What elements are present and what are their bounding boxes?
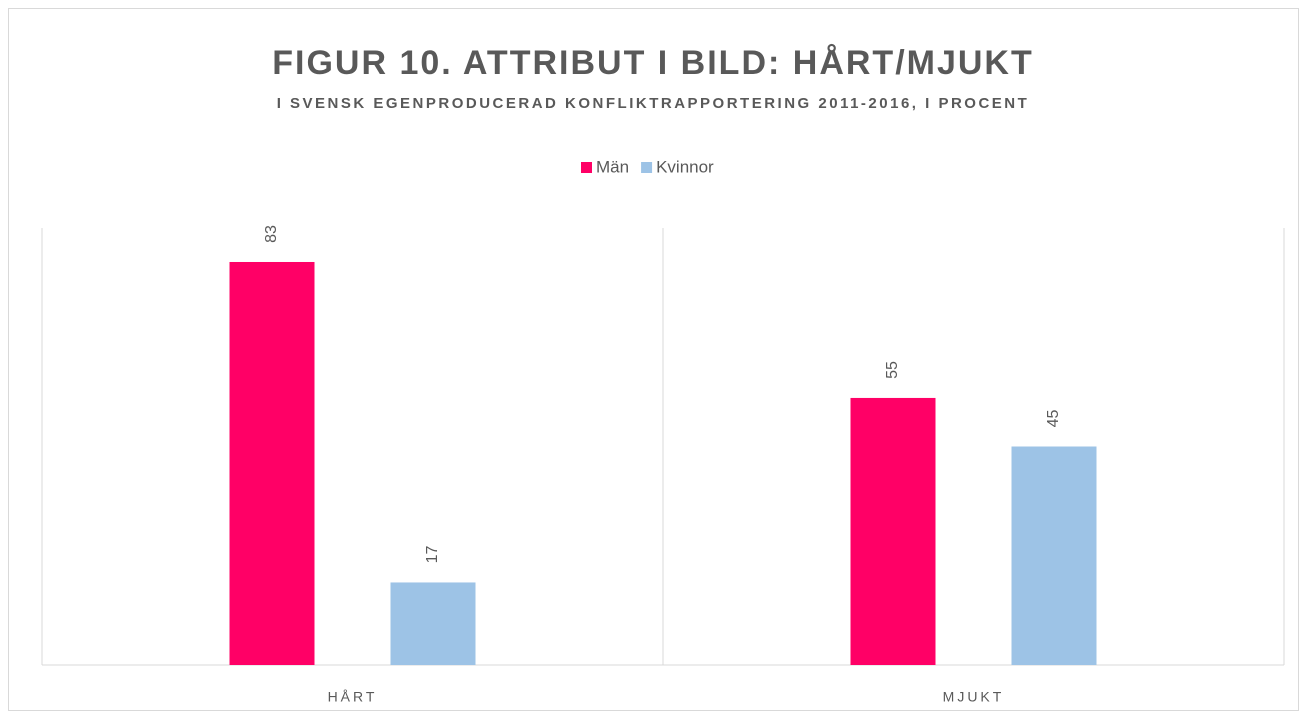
data-label: 45 <box>1045 410 1062 428</box>
data-label: 17 <box>424 545 441 563</box>
bar <box>390 582 476 665</box>
x-tick-label: HÅRT <box>328 689 378 705</box>
legend-swatch <box>641 162 653 173</box>
chart-title: FIGUR 10. ATTRIBUT I BILD: HÅRT/MJUKT <box>272 44 1034 82</box>
x-tick-label: MJUKT <box>943 689 1005 705</box>
bar <box>229 261 315 665</box>
bar <box>850 397 936 665</box>
chart-subtitle: I SVENSK EGENPRODUCERAD KONFLIKTRAPPORTE… <box>277 95 1030 112</box>
bar <box>1011 446 1097 665</box>
data-label: 55 <box>884 361 901 379</box>
chart-border <box>8 8 1299 711</box>
legend-label: Kvinnor <box>656 157 714 176</box>
legend-swatch <box>581 162 592 173</box>
data-label: 83 <box>263 225 280 243</box>
legend-label: Män <box>596 157 629 176</box>
